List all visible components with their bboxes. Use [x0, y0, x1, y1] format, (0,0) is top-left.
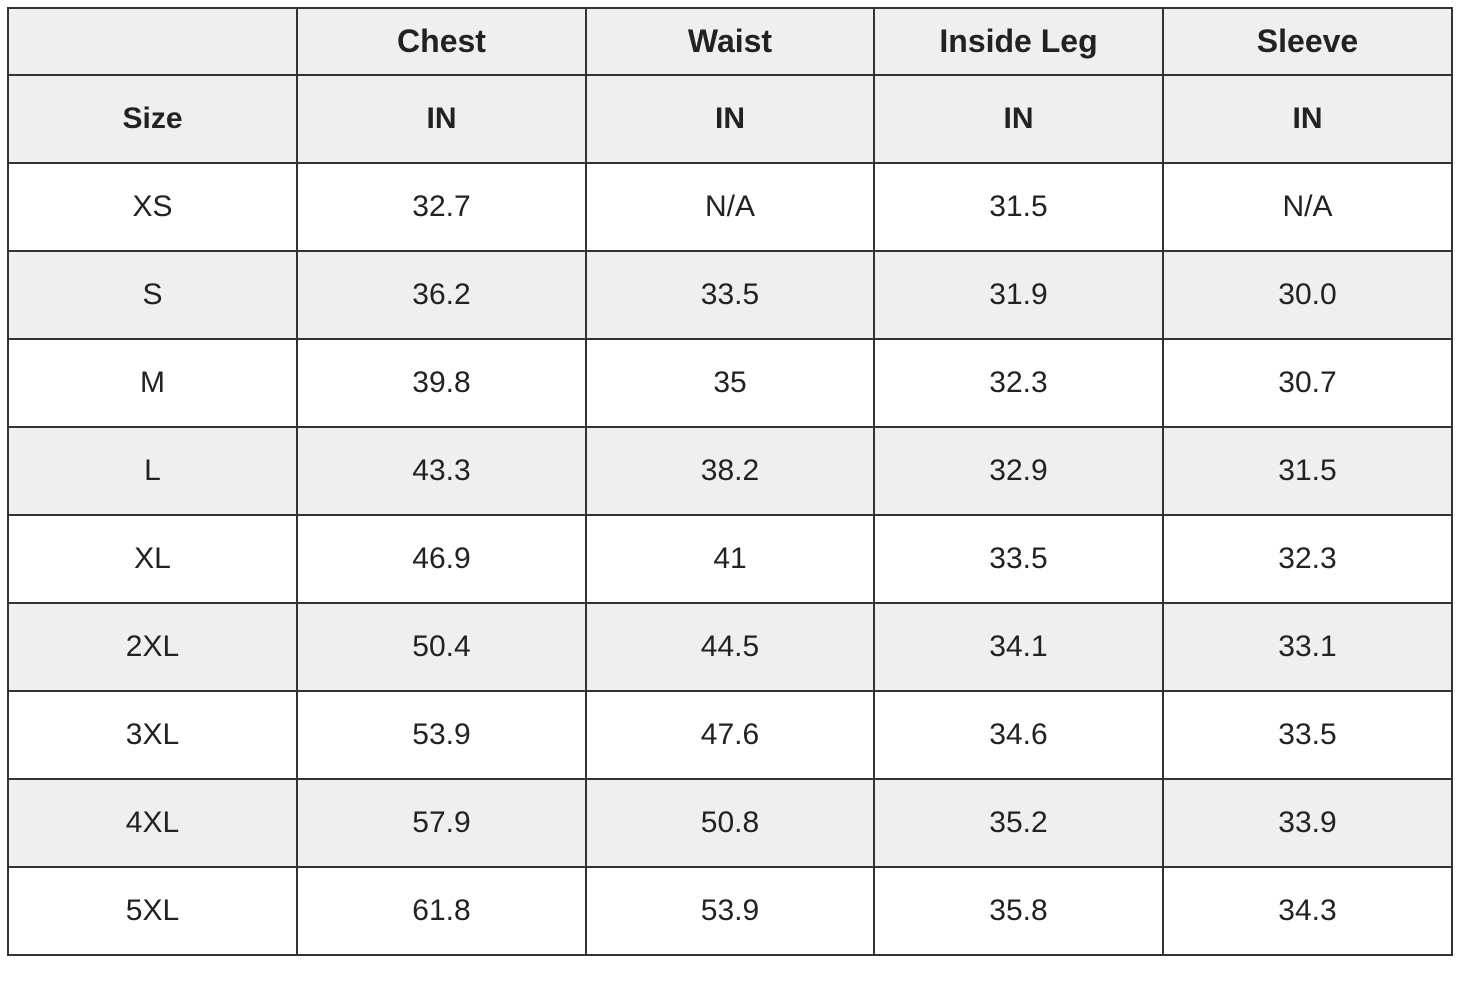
measurement: 31.5 — [873, 162, 1164, 252]
column-header: Sleeve — [1162, 7, 1453, 76]
unit-label: IN — [296, 74, 587, 164]
measurement: 43.3 — [296, 426, 587, 516]
measurement: 46.9 — [296, 514, 587, 604]
data-row: 3XL 53.9 47.6 34.6 33.5 — [7, 690, 1453, 780]
unit-label: IN — [1162, 74, 1453, 164]
measurement: 30.7 — [1162, 338, 1453, 428]
data-row: M 39.8 35 32.3 30.7 — [7, 338, 1453, 428]
measurement: 30.0 — [1162, 250, 1453, 340]
measurement: 38.2 — [585, 426, 875, 516]
measurement: 31.9 — [873, 250, 1164, 340]
measurement: 32.3 — [873, 338, 1164, 428]
measurement: 34.3 — [1162, 866, 1453, 956]
measurement: 44.5 — [585, 602, 875, 692]
measurement: 50.8 — [585, 778, 875, 868]
header-row: Chest Waist Inside Leg Sleeve — [7, 7, 1453, 76]
measurement: 32.7 — [296, 162, 587, 252]
data-row: 4XL 57.9 50.8 35.2 33.9 — [7, 778, 1453, 868]
data-row: S 36.2 33.5 31.9 30.0 — [7, 250, 1453, 340]
size-header: Size — [7, 74, 298, 164]
measurement: 33.5 — [1162, 690, 1453, 780]
measurement: 57.9 — [296, 778, 587, 868]
size-label: 5XL — [7, 866, 298, 956]
measurement: 61.8 — [296, 866, 587, 956]
size-label: M — [7, 338, 298, 428]
size-label: 3XL — [7, 690, 298, 780]
unit-label: IN — [585, 74, 875, 164]
measurement: N/A — [585, 162, 875, 252]
size-label: XS — [7, 162, 298, 252]
measurement: 35.2 — [873, 778, 1164, 868]
measurement: 33.5 — [585, 250, 875, 340]
corner-cell — [7, 7, 298, 76]
column-header: Chest — [296, 7, 587, 76]
table-body: Chest Waist Inside Leg Sleeve Size IN IN IN IN XS… — [7, 7, 1453, 956]
measurement: 34.1 — [873, 602, 1164, 692]
measurement: 33.9 — [1162, 778, 1453, 868]
measurement: 53.9 — [585, 866, 875, 956]
data-row: XL 46.9 41 33.5 32.3 — [7, 514, 1453, 604]
size-label: XL — [7, 514, 298, 604]
measurement: 32.9 — [873, 426, 1164, 516]
size-label: 2XL — [7, 602, 298, 692]
size-label: L — [7, 426, 298, 516]
measurement: 50.4 — [296, 602, 587, 692]
data-row: 5XL 61.8 53.9 35.8 34.3 — [7, 866, 1453, 956]
measurement: 35 — [585, 338, 875, 428]
measurement: 35.8 — [873, 866, 1164, 956]
size-label: S — [7, 250, 298, 340]
measurement: 36.2 — [296, 250, 587, 340]
measurement: 33.5 — [873, 514, 1164, 604]
size-table: Chest Waist Inside Leg Sleeve Size IN IN IN IN XS… — [7, 7, 1453, 956]
measurement: 39.8 — [296, 338, 587, 428]
measurement: 47.6 — [585, 690, 875, 780]
unit-label: IN — [873, 74, 1164, 164]
data-row: 2XL 50.4 44.5 34.1 33.1 — [7, 602, 1453, 692]
measurement: 53.9 — [296, 690, 587, 780]
size-label: 4XL — [7, 778, 298, 868]
measurement: 33.1 — [1162, 602, 1453, 692]
measurement: N/A — [1162, 162, 1453, 252]
measurement: 31.5 — [1162, 426, 1453, 516]
unit-row: Size IN IN IN IN — [7, 74, 1453, 164]
measurement: 34.6 — [873, 690, 1164, 780]
measurement: 32.3 — [1162, 514, 1453, 604]
data-row: L 43.3 38.2 32.9 31.5 — [7, 426, 1453, 516]
measurement: 41 — [585, 514, 875, 604]
column-header: Inside Leg — [873, 7, 1164, 76]
column-header: Waist — [585, 7, 875, 76]
data-row: XS 32.7 N/A 31.5 N/A — [7, 162, 1453, 252]
